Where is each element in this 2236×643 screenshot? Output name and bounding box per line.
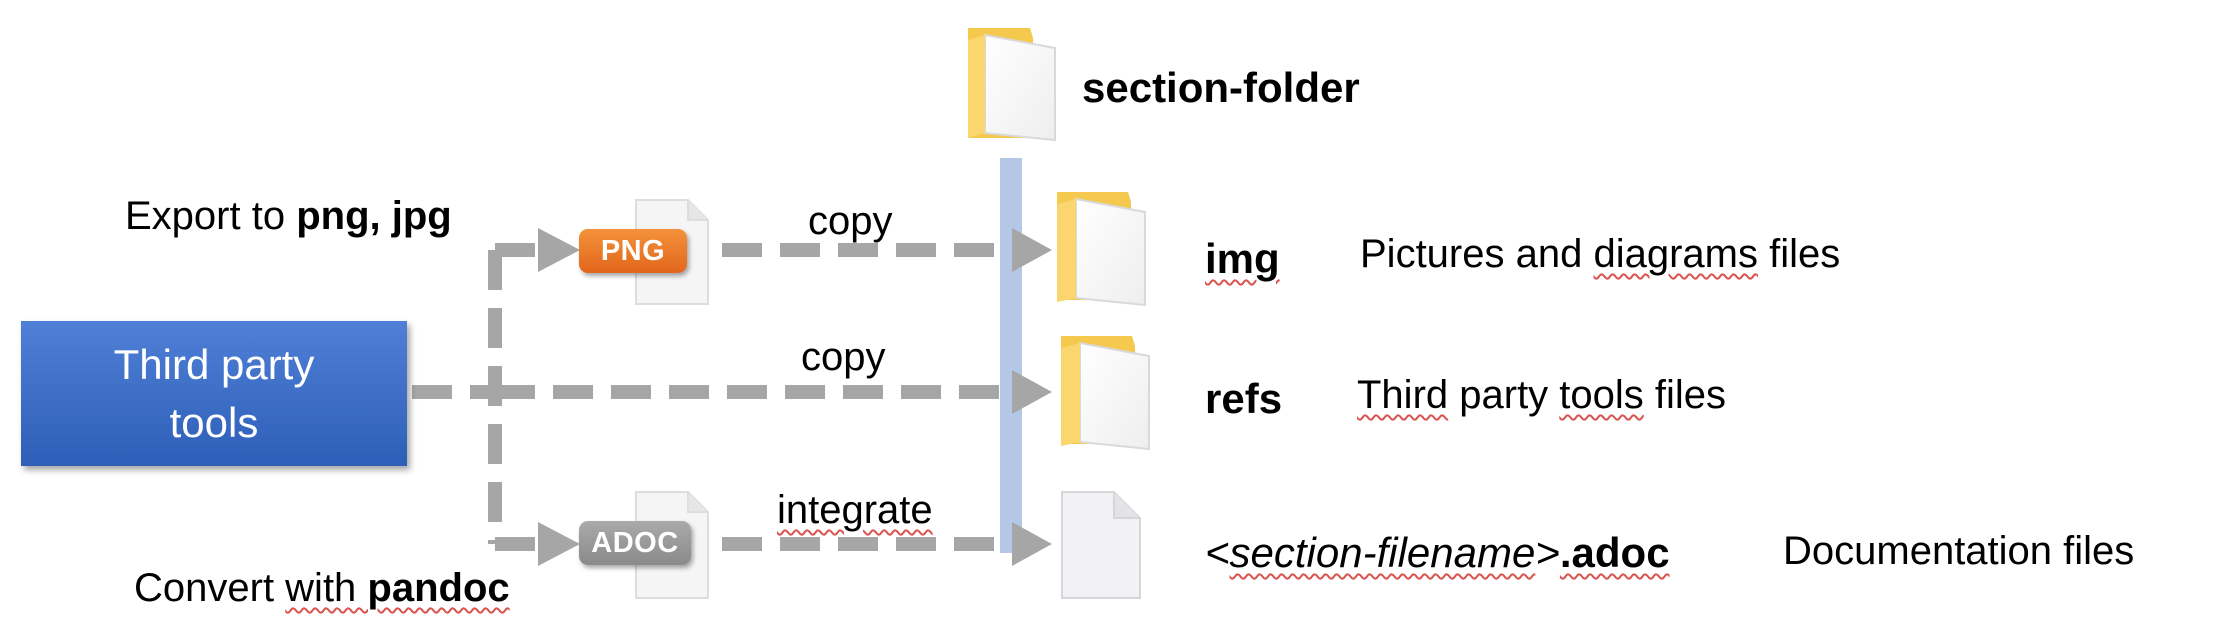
- png-badge: PNG: [579, 229, 687, 273]
- third-party-tools-label: Third party tools: [84, 336, 344, 452]
- section-folder-label: section-folder: [1082, 67, 1360, 109]
- convert-with: with: [285, 566, 367, 610]
- adoc-badge: ADOC: [579, 521, 691, 565]
- refs-description-part: Third: [1357, 373, 1448, 417]
- folder-icon: [1061, 336, 1149, 449]
- adoc-file-var: section-filename: [1230, 529, 1536, 576]
- convert-text: Convert with pandoc: [134, 568, 510, 608]
- img-description: Pictures and diagrams files: [1360, 234, 1840, 274]
- arrow-head: [538, 228, 580, 272]
- adoc-description: Documentation files: [1783, 531, 2134, 571]
- refs-folder-label: refs: [1205, 378, 1282, 420]
- export-formats: png, jpg: [296, 194, 452, 238]
- folder-icon: [1057, 192, 1145, 305]
- section-bar: [1000, 158, 1022, 553]
- copy-img-label: copy: [808, 201, 893, 241]
- folder-icon: [968, 28, 1055, 140]
- img-description-part: diagrams: [1593, 232, 1758, 276]
- convert-prefix: Convert: [134, 566, 285, 610]
- img-description-part: Pictures and: [1360, 232, 1593, 276]
- refs-description: Third party tools files: [1357, 375, 1726, 415]
- third-party-tools-box: Third party tools: [21, 321, 407, 466]
- copy-refs-label: copy: [801, 337, 886, 377]
- adoc-file-close: >: [1535, 529, 1560, 576]
- export-prefix: Export to: [125, 194, 296, 238]
- document-icon: [1062, 492, 1140, 598]
- convert-tool: pandoc: [367, 566, 509, 610]
- export-text: Export to png, jpg: [125, 196, 452, 236]
- refs-description-part: tools: [1559, 373, 1644, 417]
- arrow-head: [1012, 522, 1052, 566]
- refs-description-part: files: [1644, 373, 1726, 417]
- arrow-head: [538, 522, 580, 566]
- integrate-label: integrate: [777, 490, 933, 530]
- arrow-head: [1012, 228, 1052, 272]
- adoc-file-open: <: [1205, 529, 1230, 576]
- arrow-head: [1012, 370, 1052, 414]
- img-folder-label: img: [1205, 238, 1280, 280]
- refs-description-part: party: [1448, 373, 1559, 417]
- adoc-file-ext: .adoc: [1560, 529, 1670, 576]
- img-description-part: files: [1758, 232, 1840, 276]
- adoc-file-label: <section-filename>.adoc: [1205, 532, 1670, 574]
